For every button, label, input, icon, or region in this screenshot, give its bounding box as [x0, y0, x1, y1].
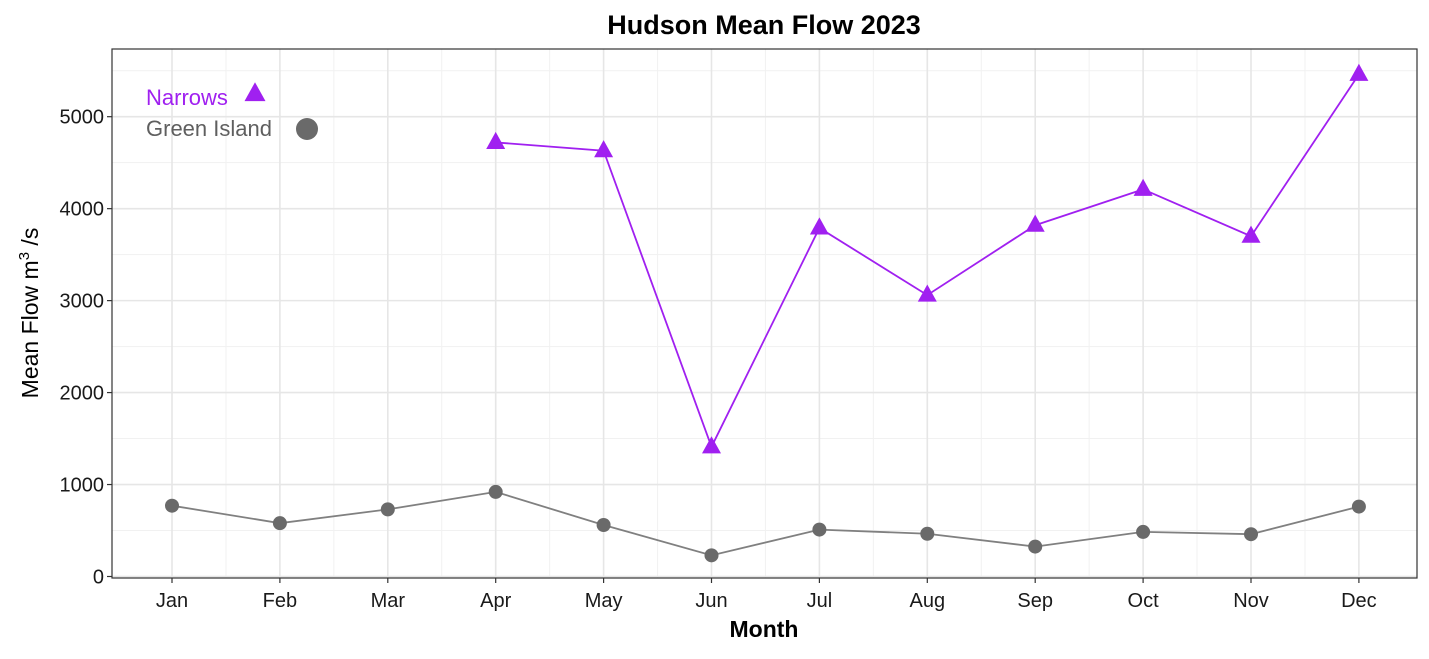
- y-tick-label: 4000: [60, 199, 105, 221]
- plot-border: [111, 48, 1418, 579]
- series-point-narrows: [486, 131, 506, 149]
- y-axis-title-superscript: 3: [16, 252, 33, 260]
- x-tick-label: Jan: [156, 590, 188, 612]
- series-point-green-island: [920, 526, 935, 541]
- x-tick-label: Dec: [1341, 590, 1377, 612]
- legend-marker-narrows: [244, 82, 266, 102]
- series-line-green-island: [171, 490, 1360, 557]
- y-axis-title-suffix: /s: [17, 228, 43, 252]
- y-tick-label: 3000: [60, 291, 105, 313]
- y-tick-label: 2000: [60, 383, 105, 405]
- x-tick-label: May: [585, 590, 623, 612]
- series-point-narrows: [594, 140, 614, 158]
- x-tick-label: Aug: [910, 590, 946, 612]
- y-axis-title-prefix: Mean Flow m: [17, 260, 43, 398]
- x-tick-label: Oct: [1128, 590, 1160, 612]
- series-point-narrows: [1241, 225, 1261, 243]
- series-point-narrows: [1349, 63, 1369, 81]
- legend-label-narrows: Narrows: [146, 85, 228, 110]
- series-point-green-island: [1244, 527, 1258, 542]
- x-tick-label: Sep: [1017, 590, 1053, 612]
- y-tick-label: 5000: [60, 107, 105, 129]
- grid-lines: [112, 49, 1417, 578]
- series-point-narrows: [1025, 214, 1045, 232]
- series-point-narrows: [809, 217, 829, 235]
- legend-marker-green-island: [296, 118, 318, 140]
- series-point-green-island: [1136, 524, 1151, 539]
- series-point-narrows: [1133, 178, 1153, 196]
- y-tick-label: 1000: [60, 475, 105, 497]
- series-point-green-island: [1351, 499, 1366, 514]
- x-tick-label: Mar: [371, 590, 406, 612]
- y-tick-label: 0: [93, 567, 104, 589]
- series-point-green-island: [1028, 539, 1043, 554]
- x-tick-label: Jul: [807, 590, 833, 612]
- series-point-green-island: [165, 498, 179, 513]
- series-point-green-island: [812, 522, 827, 537]
- series-layer: [165, 63, 1369, 563]
- series-point-green-island: [272, 516, 287, 531]
- series-point-green-island: [704, 548, 719, 563]
- legend-label-green-island: Green Island: [146, 116, 272, 141]
- legend: Narrows Green Island: [146, 82, 318, 141]
- x-tick-label: Jun: [695, 590, 727, 612]
- series-point-narrows: [917, 284, 937, 302]
- x-axis-title: Month: [730, 616, 799, 642]
- axes: 0 1000 2000 3000 4000 5000 Jan Feb Mar Apr May Jun J…: [60, 107, 1377, 612]
- series-point-narrows: [702, 436, 721, 454]
- x-tick-label: Feb: [263, 590, 297, 612]
- y-axis-title: Mean Flow m3 /s: [16, 228, 43, 399]
- series-point-green-island: [488, 484, 503, 499]
- series-point-green-island: [596, 518, 611, 533]
- x-tick-label: Nov: [1233, 590, 1269, 612]
- series-point-green-island: [380, 502, 395, 517]
- x-tick-label: Apr: [480, 590, 511, 612]
- chart-title: Hudson Mean Flow 2023: [607, 10, 921, 40]
